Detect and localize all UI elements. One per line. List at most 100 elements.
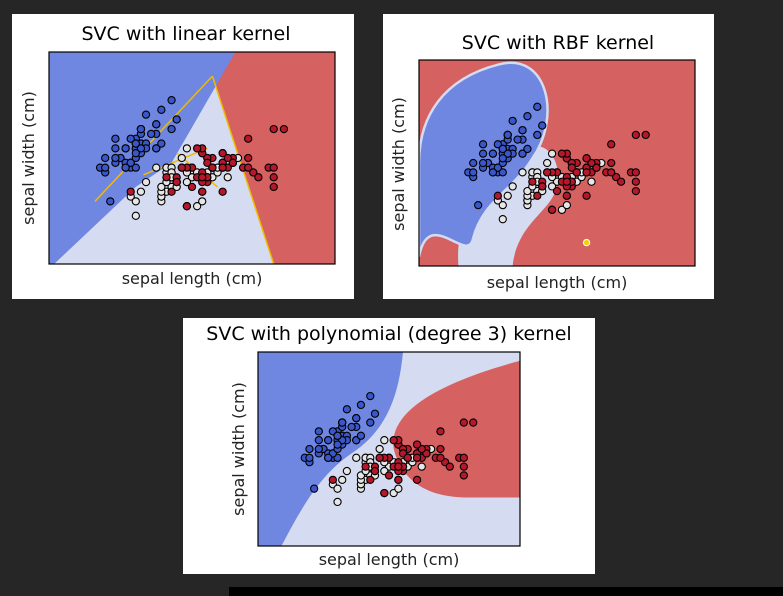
region-class-2 <box>393 360 520 498</box>
chart-svg-linear: SVC with linear kernel sepal length (cm)… <box>19 23 336 288</box>
data-point-class-1 <box>131 197 140 206</box>
data-point-class-2 <box>436 444 445 454</box>
data-point-class-0 <box>352 413 361 423</box>
data-point-class-0 <box>131 163 140 172</box>
chart-title: SVC with linear kernel <box>82 23 291 45</box>
data-point-class-0 <box>333 440 342 449</box>
data-point-highlight <box>582 238 591 247</box>
data-point-class-2 <box>592 163 601 172</box>
data-point-class-2 <box>249 168 258 177</box>
data-point-class-2 <box>228 158 238 167</box>
data-point-class-1 <box>417 462 426 471</box>
data-point-class-2 <box>607 168 616 177</box>
data-point-class-0 <box>126 158 135 167</box>
x-axis-label: sepal length (cm) <box>487 273 628 292</box>
data-point-class-0 <box>498 168 507 177</box>
plot-area <box>49 52 335 264</box>
data-point-class-2 <box>533 191 542 200</box>
data-point-class-0 <box>518 126 527 135</box>
data-point-class-2 <box>384 471 394 480</box>
data-point-class-0 <box>356 431 366 440</box>
data-point-class-0 <box>314 436 323 445</box>
data-point-class-2 <box>177 163 186 172</box>
data-point-class-0 <box>131 139 140 148</box>
data-point-class-2 <box>198 173 207 182</box>
data-point-class-2 <box>394 475 403 485</box>
region-class-0 <box>258 352 403 546</box>
data-point-class-2 <box>582 168 591 177</box>
data-point-class-2 <box>631 177 641 186</box>
data-point-class-2 <box>607 158 616 168</box>
decision-regions <box>419 60 695 266</box>
data-point-class-2 <box>126 187 135 196</box>
data-point-class-0 <box>478 140 488 149</box>
data-point-class-0 <box>488 168 498 177</box>
plot-frame <box>418 59 696 267</box>
data-point-class-2 <box>182 202 192 211</box>
chart-svg-poly: SVC with polynomial (degree 3) kernel se… <box>206 323 571 569</box>
data-point-class-0 <box>157 105 166 114</box>
y-axis-label: sepal width (cm) <box>389 97 408 231</box>
data-point-class-2 <box>582 154 591 163</box>
data-point-class-2 <box>562 177 572 186</box>
plot-frame <box>257 351 521 547</box>
data-point-class-1 <box>562 200 572 210</box>
y-axis-label: sepal width (cm) <box>229 382 248 516</box>
data-point-class-0 <box>533 130 542 140</box>
data-point-class-2 <box>328 475 338 485</box>
chart-panel-linear: SVC with linear kernel sepal length (cm)… <box>12 14 354 299</box>
data-point-class-0 <box>523 112 532 121</box>
chart-title: SVC with polynomial (degree 3) kernel <box>206 323 571 345</box>
data-point-class-0 <box>305 444 314 454</box>
data-point-class-1 <box>223 173 232 182</box>
data-point-class-2 <box>631 168 641 177</box>
data-point-class-0 <box>136 124 146 134</box>
data-point-class-2 <box>244 153 253 163</box>
data-point-class-0 <box>309 484 319 493</box>
data-point-class-0 <box>370 409 380 418</box>
data-point-class-2 <box>389 436 398 445</box>
x-axis-label: sepal length (cm) <box>319 550 460 569</box>
data-point-class-1 <box>152 163 161 172</box>
data-point-class-2 <box>616 177 626 186</box>
data-point-class-1 <box>498 200 507 210</box>
data-point-class-2 <box>187 182 197 192</box>
data-point-class-2 <box>552 186 562 196</box>
bottom-bar <box>229 587 783 596</box>
data-point-class-1 <box>523 186 532 196</box>
data-point-class-2 <box>380 488 389 498</box>
data-point-class-2 <box>192 144 202 153</box>
data-point-class-1 <box>182 144 192 153</box>
data-point-class-0 <box>167 96 176 105</box>
data-point-class-2 <box>244 134 253 143</box>
data-point-class-1 <box>157 182 166 192</box>
data-point-class-1 <box>375 444 384 454</box>
chart-title: SVC with RBF kernel <box>462 32 654 54</box>
data-point-class-1 <box>508 182 517 191</box>
data-point-class-2 <box>218 187 227 196</box>
data-point-class-0 <box>324 453 333 462</box>
data-point-class-2 <box>469 418 478 427</box>
data-point-class-0 <box>503 130 512 140</box>
data-point-class-0 <box>152 120 161 129</box>
data-point-class-2 <box>459 418 469 427</box>
data-point-class-0 <box>523 144 532 154</box>
data-point-class-1 <box>394 484 403 493</box>
data-point-class-0 <box>157 139 166 148</box>
plot-frame <box>48 51 336 265</box>
data-point-class-2 <box>436 453 445 462</box>
data-point-class-2 <box>611 172 621 182</box>
data-point-class-2 <box>370 466 380 476</box>
data-point-class-1 <box>182 177 192 187</box>
data-point-class-2 <box>394 462 403 471</box>
x-axis-label: sepal length (cm) <box>122 269 263 288</box>
data-point-class-0 <box>478 158 488 168</box>
data-point-class-2 <box>572 168 581 177</box>
data-point-class-1 <box>342 466 352 476</box>
data-point-class-2 <box>528 177 537 186</box>
data-point-class-0 <box>101 163 110 172</box>
data-point-class-1 <box>547 182 557 191</box>
data-point-class-2 <box>167 187 176 196</box>
data-point-class-2 <box>218 163 227 172</box>
data-point-class-2 <box>562 191 572 200</box>
